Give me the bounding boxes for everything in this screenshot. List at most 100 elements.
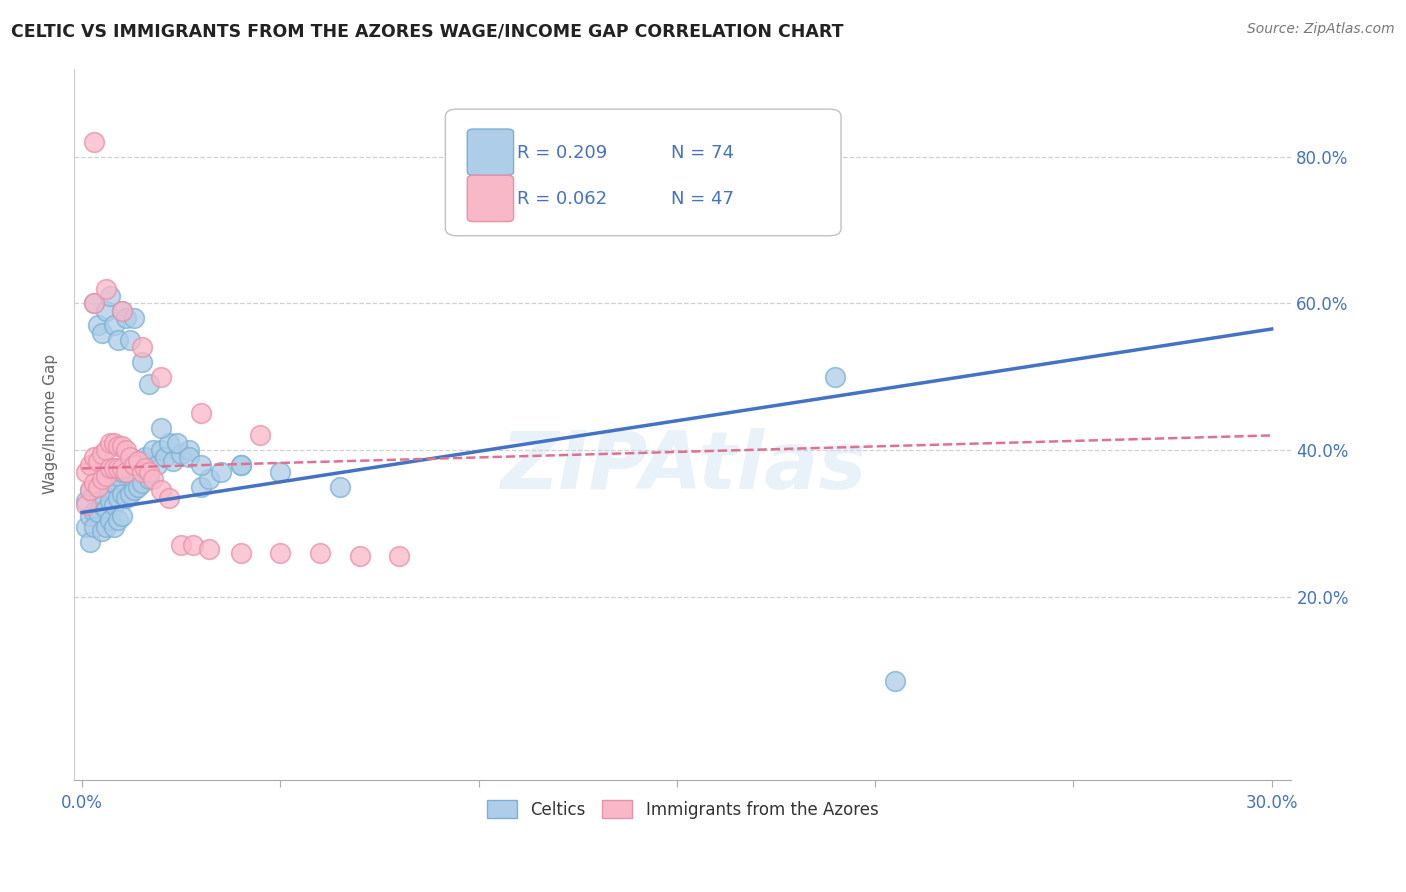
Point xyxy=(114,311,136,326)
Point xyxy=(142,472,165,486)
Point xyxy=(146,458,169,472)
Point xyxy=(269,546,291,560)
Point xyxy=(114,465,136,479)
Point xyxy=(90,476,112,491)
Y-axis label: Wage/Income Gap: Wage/Income Gap xyxy=(44,354,58,494)
Point xyxy=(83,296,105,310)
Point xyxy=(122,458,145,472)
Point xyxy=(103,520,125,534)
Point xyxy=(83,506,105,520)
Point xyxy=(177,450,200,465)
Point xyxy=(79,483,101,498)
Point xyxy=(138,472,160,486)
Point xyxy=(87,318,110,333)
Point xyxy=(150,421,173,435)
Legend: Celtics, Immigrants from the Azores: Celtics, Immigrants from the Azores xyxy=(481,793,886,825)
Point xyxy=(90,472,112,486)
Point xyxy=(127,458,149,472)
Point xyxy=(103,318,125,333)
Point xyxy=(111,509,134,524)
Point xyxy=(90,498,112,512)
Point xyxy=(87,480,110,494)
Point xyxy=(103,461,125,475)
Point xyxy=(83,476,105,491)
Point xyxy=(98,472,121,486)
Point xyxy=(329,480,352,494)
Point xyxy=(122,483,145,498)
Point xyxy=(94,282,117,296)
Point xyxy=(131,355,153,369)
Point xyxy=(155,450,177,465)
Point xyxy=(98,513,121,527)
Point xyxy=(94,520,117,534)
Point xyxy=(170,447,193,461)
Point xyxy=(111,303,134,318)
Point xyxy=(114,491,136,505)
Point xyxy=(131,340,153,354)
Point xyxy=(103,435,125,450)
Point xyxy=(131,454,153,468)
Point xyxy=(103,476,125,491)
Point xyxy=(90,326,112,340)
Point xyxy=(107,439,129,453)
Point xyxy=(107,491,129,505)
Point xyxy=(79,483,101,498)
Point xyxy=(127,454,149,468)
Point xyxy=(190,458,212,472)
Point xyxy=(122,458,145,472)
Point xyxy=(87,480,110,494)
Point xyxy=(90,524,112,538)
Text: Source: ZipAtlas.com: Source: ZipAtlas.com xyxy=(1247,22,1395,37)
Point xyxy=(83,135,105,149)
Point xyxy=(134,450,156,465)
Point xyxy=(127,480,149,494)
Point xyxy=(79,458,101,472)
Point xyxy=(150,443,173,458)
Point xyxy=(98,461,121,475)
Point xyxy=(122,311,145,326)
Point xyxy=(75,494,97,508)
Point xyxy=(198,472,221,486)
Point xyxy=(118,333,141,347)
Point xyxy=(107,461,129,475)
Point xyxy=(157,435,180,450)
Point xyxy=(111,439,134,453)
Text: ZIPAtlas: ZIPAtlas xyxy=(499,428,866,506)
Point xyxy=(166,435,188,450)
Point xyxy=(138,465,160,479)
Point xyxy=(103,498,125,512)
Text: R = 0.209: R = 0.209 xyxy=(517,144,607,161)
Point xyxy=(229,458,252,472)
Point xyxy=(177,443,200,458)
Point xyxy=(107,513,129,527)
FancyBboxPatch shape xyxy=(467,129,513,176)
Point xyxy=(190,480,212,494)
Point xyxy=(131,476,153,491)
Point xyxy=(79,534,101,549)
Point xyxy=(118,450,141,465)
Point xyxy=(107,333,129,347)
Point xyxy=(83,520,105,534)
Point xyxy=(229,546,252,560)
Point xyxy=(75,465,97,479)
Point xyxy=(111,461,134,475)
Point xyxy=(157,491,180,505)
Point xyxy=(134,461,156,475)
Point xyxy=(94,480,117,494)
Point xyxy=(75,520,97,534)
Point xyxy=(118,487,141,501)
Point xyxy=(114,465,136,479)
Point xyxy=(83,487,105,501)
Point xyxy=(181,539,204,553)
Point xyxy=(79,509,101,524)
Point xyxy=(83,296,105,310)
Point xyxy=(83,450,105,465)
Text: N = 74: N = 74 xyxy=(671,144,734,161)
Point xyxy=(111,303,134,318)
Point xyxy=(94,303,117,318)
Point xyxy=(884,674,907,689)
Point xyxy=(824,369,846,384)
Point xyxy=(94,443,117,458)
Point xyxy=(98,494,121,508)
Point xyxy=(142,443,165,458)
